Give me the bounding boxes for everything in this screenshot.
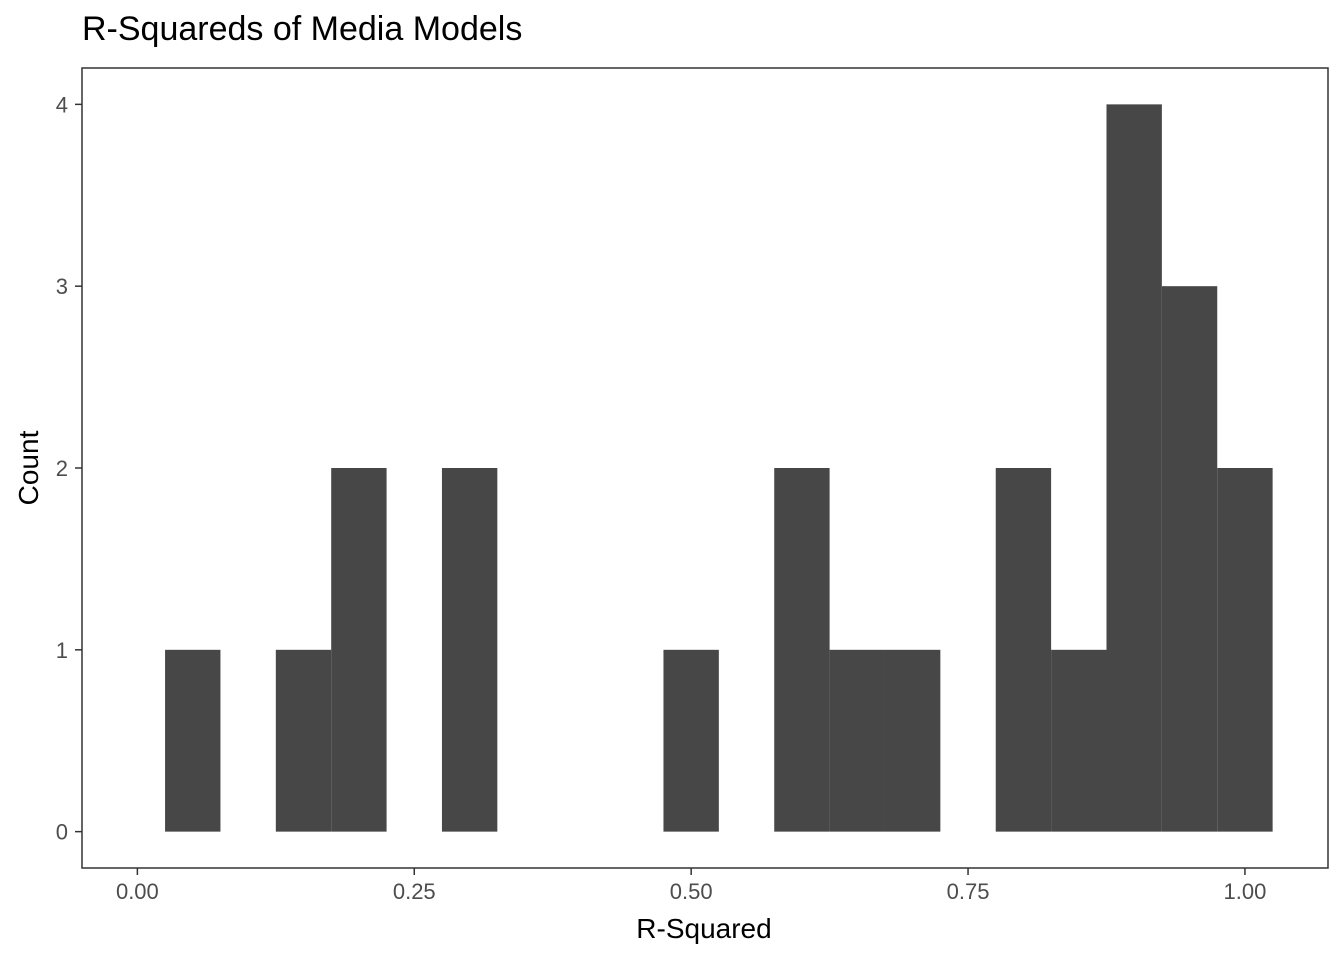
bars-layer (165, 104, 1273, 832)
histogram-bar-2 (331, 468, 387, 832)
x-tick-label-4: 1.00 (1224, 879, 1267, 904)
histogram-bar-4 (663, 649, 719, 832)
histogram-bar-11 (1161, 286, 1218, 832)
y-tick-label-2: 2 (56, 456, 68, 481)
x-axis-title: R-Squared (636, 913, 771, 944)
histogram-bar-1 (275, 649, 332, 832)
x-tick-label-1: 0.25 (393, 879, 436, 904)
histogram-bar-3 (441, 468, 498, 832)
histogram-bar-0 (165, 649, 221, 832)
x-axis: 0.00 0.25 0.50 0.75 1.00 (116, 868, 1266, 904)
x-tick-label-0: 0.00 (116, 879, 159, 904)
chart-title: R-Squareds of Media Models (82, 10, 523, 48)
y-tick-label-1: 1 (56, 638, 68, 663)
histogram-bar-6 (829, 649, 885, 832)
y-axis-title: Count (13, 430, 44, 505)
histogram-bar-5 (774, 468, 830, 832)
histogram-bar-9 (1051, 649, 1107, 832)
histogram-bar-7 (884, 649, 941, 832)
y-tick-label-3: 3 (56, 274, 68, 299)
histogram-bar-10 (1106, 104, 1162, 832)
y-axis: 0 1 2 3 4 (56, 92, 82, 845)
histogram-bar-8 (995, 468, 1052, 832)
y-tick-label-4: 4 (56, 92, 68, 117)
x-tick-label-3: 0.75 (947, 879, 990, 904)
y-tick-label-0: 0 (56, 820, 68, 845)
histogram-bar-12 (1217, 468, 1273, 832)
x-tick-label-2: 0.50 (670, 879, 713, 904)
